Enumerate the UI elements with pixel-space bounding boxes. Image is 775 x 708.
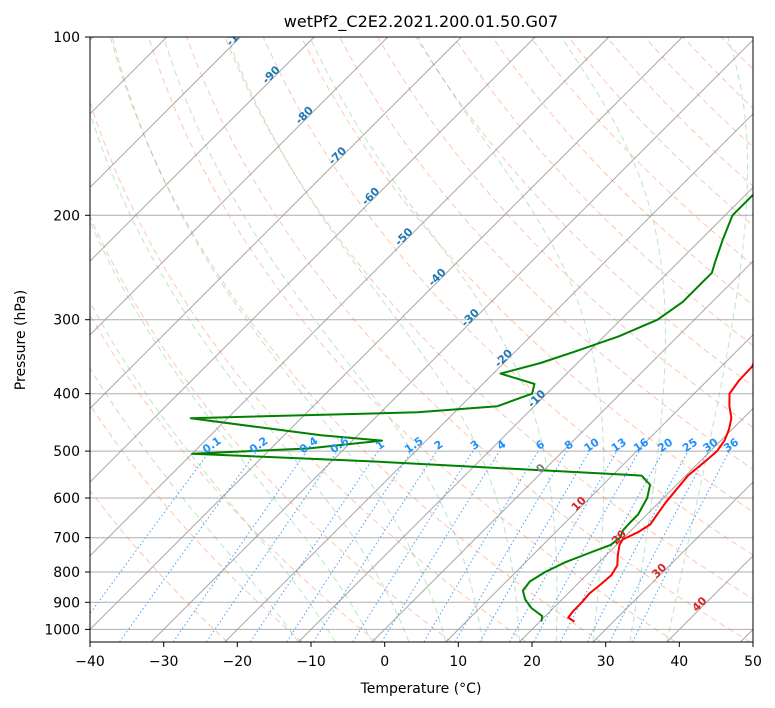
isotherm-line xyxy=(90,37,241,189)
y-tick-label: 400 xyxy=(53,387,80,403)
dry-adiabat xyxy=(377,37,753,429)
moist-adiabat xyxy=(111,37,447,642)
mixing-ratio-line xyxy=(352,450,474,642)
isotherm-line xyxy=(298,186,753,642)
moist-adiabat xyxy=(90,301,336,642)
x-tick-label: −30 xyxy=(149,654,179,670)
moist-adiabat xyxy=(417,37,605,642)
moist-adiabat xyxy=(560,37,666,642)
moist-adiabat xyxy=(163,37,484,642)
moist-adiabat xyxy=(309,37,558,642)
x-tick-label: −10 xyxy=(296,654,326,670)
y-axis: 100 200 300 400 500 600 700 800 900 1000 xyxy=(44,30,90,638)
dry-adiabat xyxy=(90,100,527,642)
isotherm-line xyxy=(150,39,753,642)
isotherm-line xyxy=(90,37,536,483)
mixing-ratio-line xyxy=(205,450,338,642)
y-tick-label: 500 xyxy=(53,444,80,460)
dry-adiabat xyxy=(90,215,452,642)
isotherm-line xyxy=(592,481,753,642)
isotherm-line xyxy=(90,37,610,557)
grid-layer xyxy=(90,37,775,642)
dry-adiabat xyxy=(300,37,753,513)
moist-adiabat xyxy=(666,37,748,642)
isotherm-line xyxy=(90,37,389,336)
dry-adiabat xyxy=(148,37,676,642)
chart-title: wetPf2_C2E2.2021.200.01.50.G07 xyxy=(284,12,558,32)
moist-adiabat xyxy=(90,111,410,642)
mixing-ratio-line xyxy=(632,450,730,642)
dry-adiabat xyxy=(262,37,753,556)
series-layer xyxy=(189,193,753,623)
dry-adiabat xyxy=(109,37,602,642)
isotherm-line xyxy=(371,260,753,642)
dry-adiabat xyxy=(760,37,775,642)
moist-adiabat xyxy=(227,37,520,642)
y-tick-label: 600 xyxy=(53,491,80,507)
x-axis: −40 −30 −20 −10 0 10 20 30 40 50 xyxy=(75,642,762,670)
dry-adiabat xyxy=(90,313,378,642)
temperature-profile-line xyxy=(567,361,753,623)
isotherm-line xyxy=(519,407,753,642)
mixing-ratio-line xyxy=(533,450,640,642)
y-tick-label: 100 xyxy=(53,30,80,46)
isotherm-line xyxy=(90,37,683,631)
x-tick-label: 30 xyxy=(597,654,615,670)
mixing-ratio-line xyxy=(559,450,664,642)
y-tick-label: 1000 xyxy=(44,622,80,638)
dry-adiabat xyxy=(339,37,753,470)
x-tick-label: 0 xyxy=(380,654,389,670)
x-tick-label: 50 xyxy=(744,654,762,670)
mixing-ratio-line xyxy=(509,450,618,642)
mixing-ratio-line xyxy=(381,450,500,642)
dry-adiabat xyxy=(224,37,753,600)
x-axis-title: Temperature (°C) xyxy=(360,681,482,697)
mixing-ratio-line xyxy=(286,450,413,642)
mixing-ratio-line xyxy=(90,450,211,615)
x-tick-label: −40 xyxy=(75,654,105,670)
mixing-ratio-line xyxy=(172,450,308,642)
mixing-ratio-line xyxy=(249,450,379,642)
mixing-ratio-line xyxy=(119,450,258,642)
dry-adiabat xyxy=(90,403,303,642)
mixing-ratio-line xyxy=(313,450,438,642)
isotherm-line xyxy=(445,334,753,642)
y-axis-title: Pressure (hPa) xyxy=(13,290,29,390)
y-tick-label: 300 xyxy=(53,313,80,329)
moist-adiabat xyxy=(90,220,373,642)
y-tick-label: 200 xyxy=(53,208,80,224)
dry-adiabat xyxy=(415,37,753,387)
isotherm-line xyxy=(90,37,462,410)
x-tick-label: 10 xyxy=(449,654,467,670)
dry-adiabat xyxy=(453,37,753,347)
y-tick-label: 700 xyxy=(53,531,80,547)
y-tick-label: 900 xyxy=(53,595,80,611)
x-tick-label: 20 xyxy=(523,654,541,670)
dewpoint-profile-line xyxy=(189,193,753,622)
dry-adiabat xyxy=(90,489,228,642)
isotherm-line xyxy=(90,37,315,262)
x-tick-label: 40 xyxy=(670,654,688,670)
dry-adiabat xyxy=(491,37,753,306)
isotherm-line xyxy=(224,113,753,642)
isotherm-label: -100 xyxy=(224,20,253,49)
x-tick-label: −20 xyxy=(223,654,253,670)
plot-background xyxy=(90,37,753,642)
plot-frame xyxy=(89,36,754,643)
y-tick-label: 800 xyxy=(53,565,80,581)
